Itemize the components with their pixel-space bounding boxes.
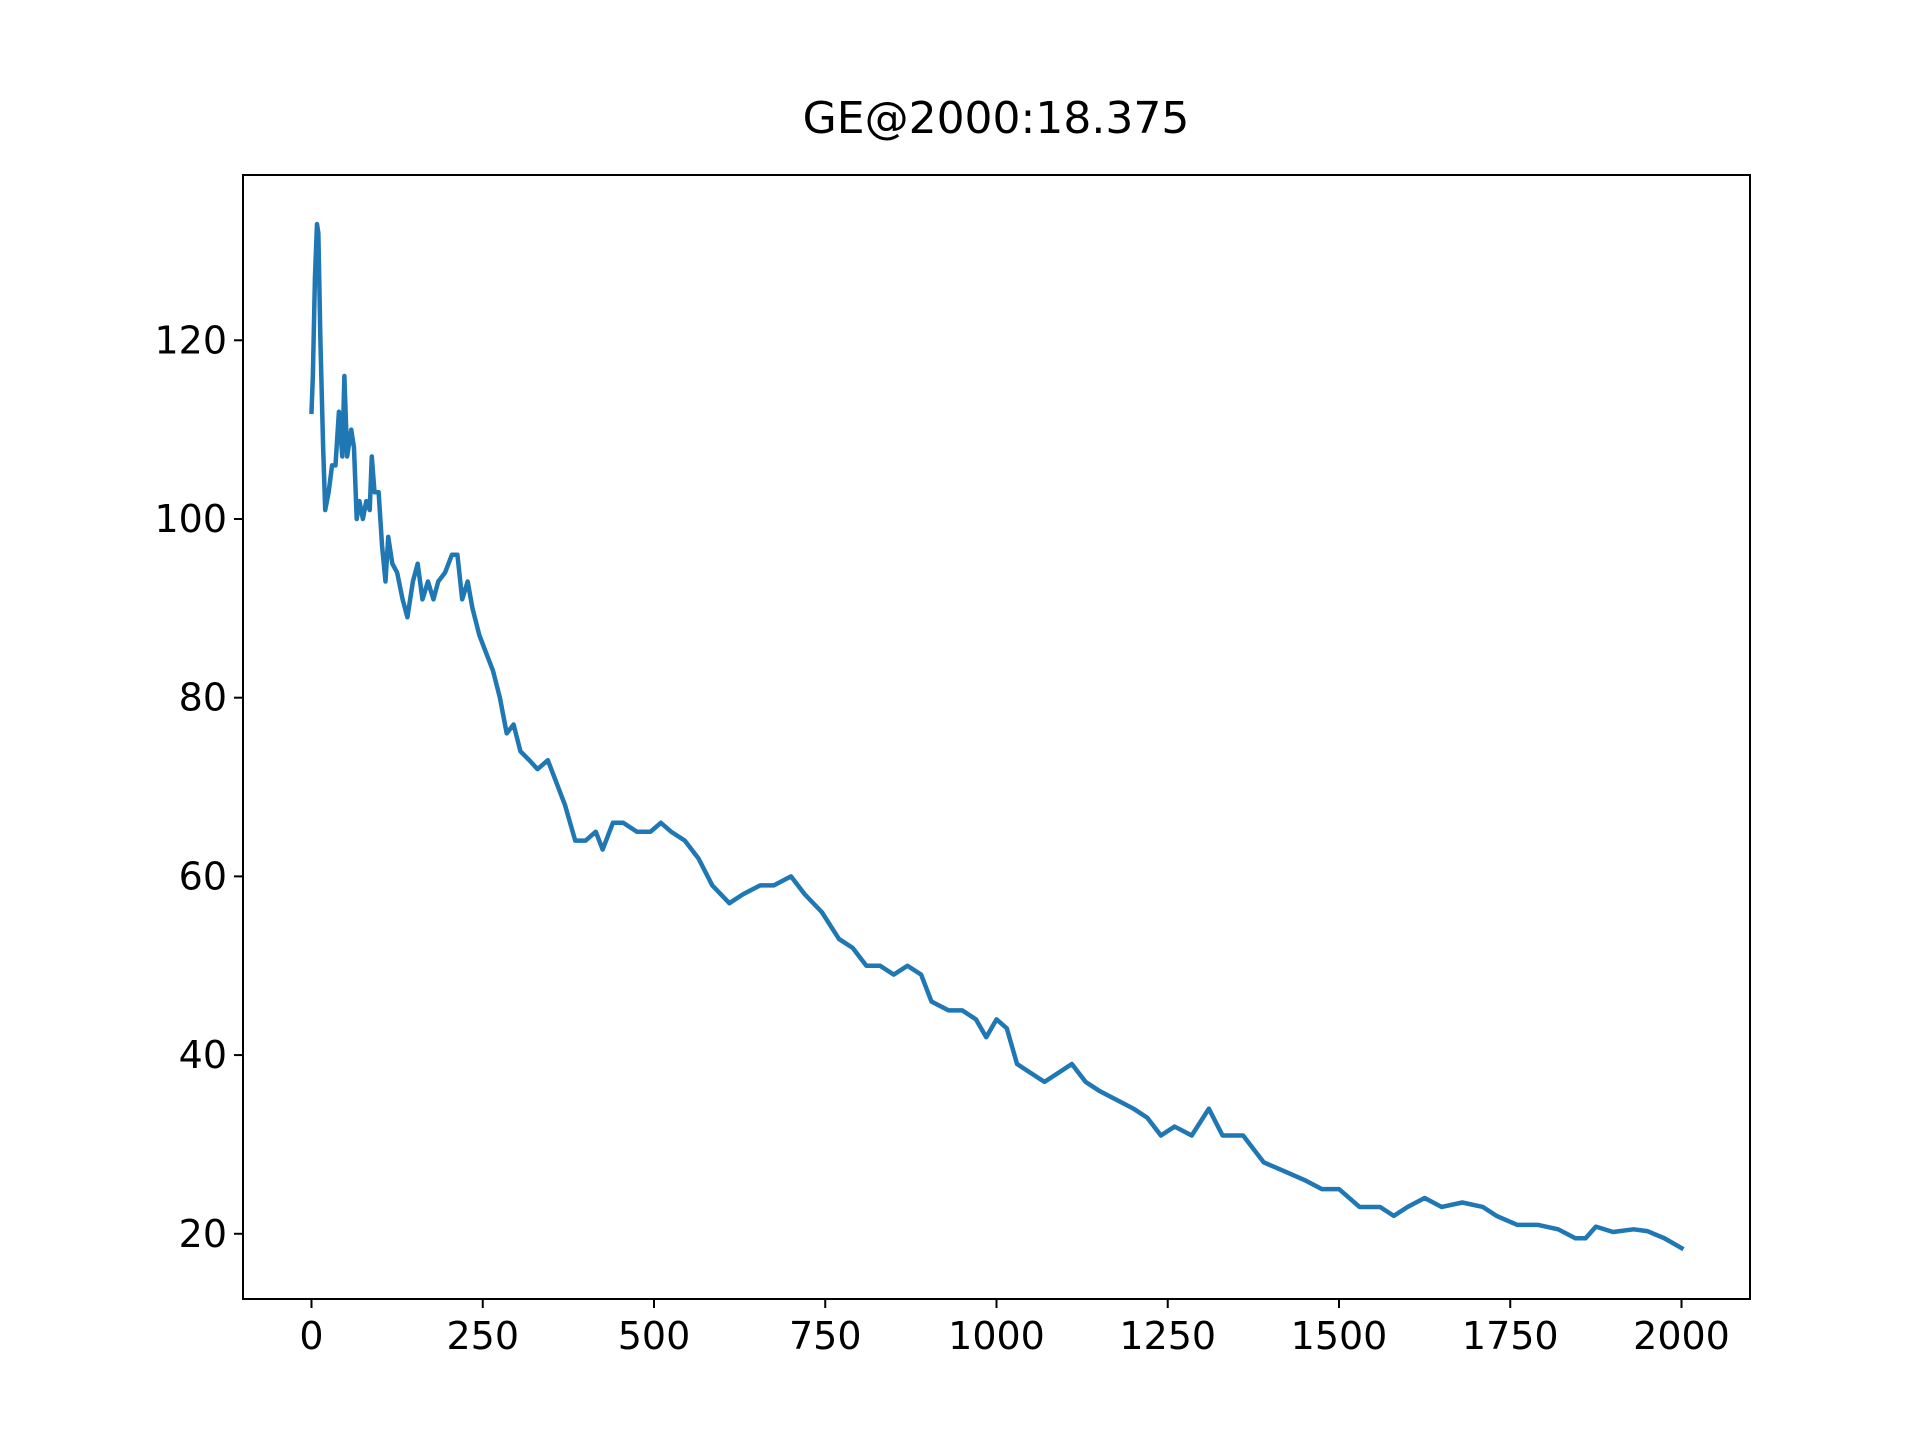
x-tick-label: 2000 bbox=[1633, 1314, 1730, 1358]
x-tick-label: 1000 bbox=[948, 1314, 1045, 1358]
y-tick-label: 60 bbox=[179, 854, 227, 898]
y-tick-label: 100 bbox=[154, 497, 227, 541]
x-tick-label: 500 bbox=[618, 1314, 691, 1358]
x-tick-label: 1500 bbox=[1291, 1314, 1388, 1358]
y-tick-label: 80 bbox=[179, 676, 227, 720]
x-tick-label: 750 bbox=[789, 1314, 862, 1358]
y-tick-label: 20 bbox=[179, 1212, 227, 1256]
plot-frame bbox=[242, 174, 1751, 1300]
x-tick-label: 1750 bbox=[1462, 1314, 1559, 1358]
data-line bbox=[309, 221, 1685, 1252]
x-tick-label: 0 bbox=[299, 1314, 323, 1358]
x-tick-label: 250 bbox=[446, 1314, 519, 1358]
y-tick-label: 40 bbox=[179, 1033, 227, 1077]
y-tick-label: 120 bbox=[154, 318, 227, 362]
x-tick-label: 1250 bbox=[1119, 1314, 1216, 1358]
chart-title: GE@2000:18.375 bbox=[803, 93, 1190, 144]
